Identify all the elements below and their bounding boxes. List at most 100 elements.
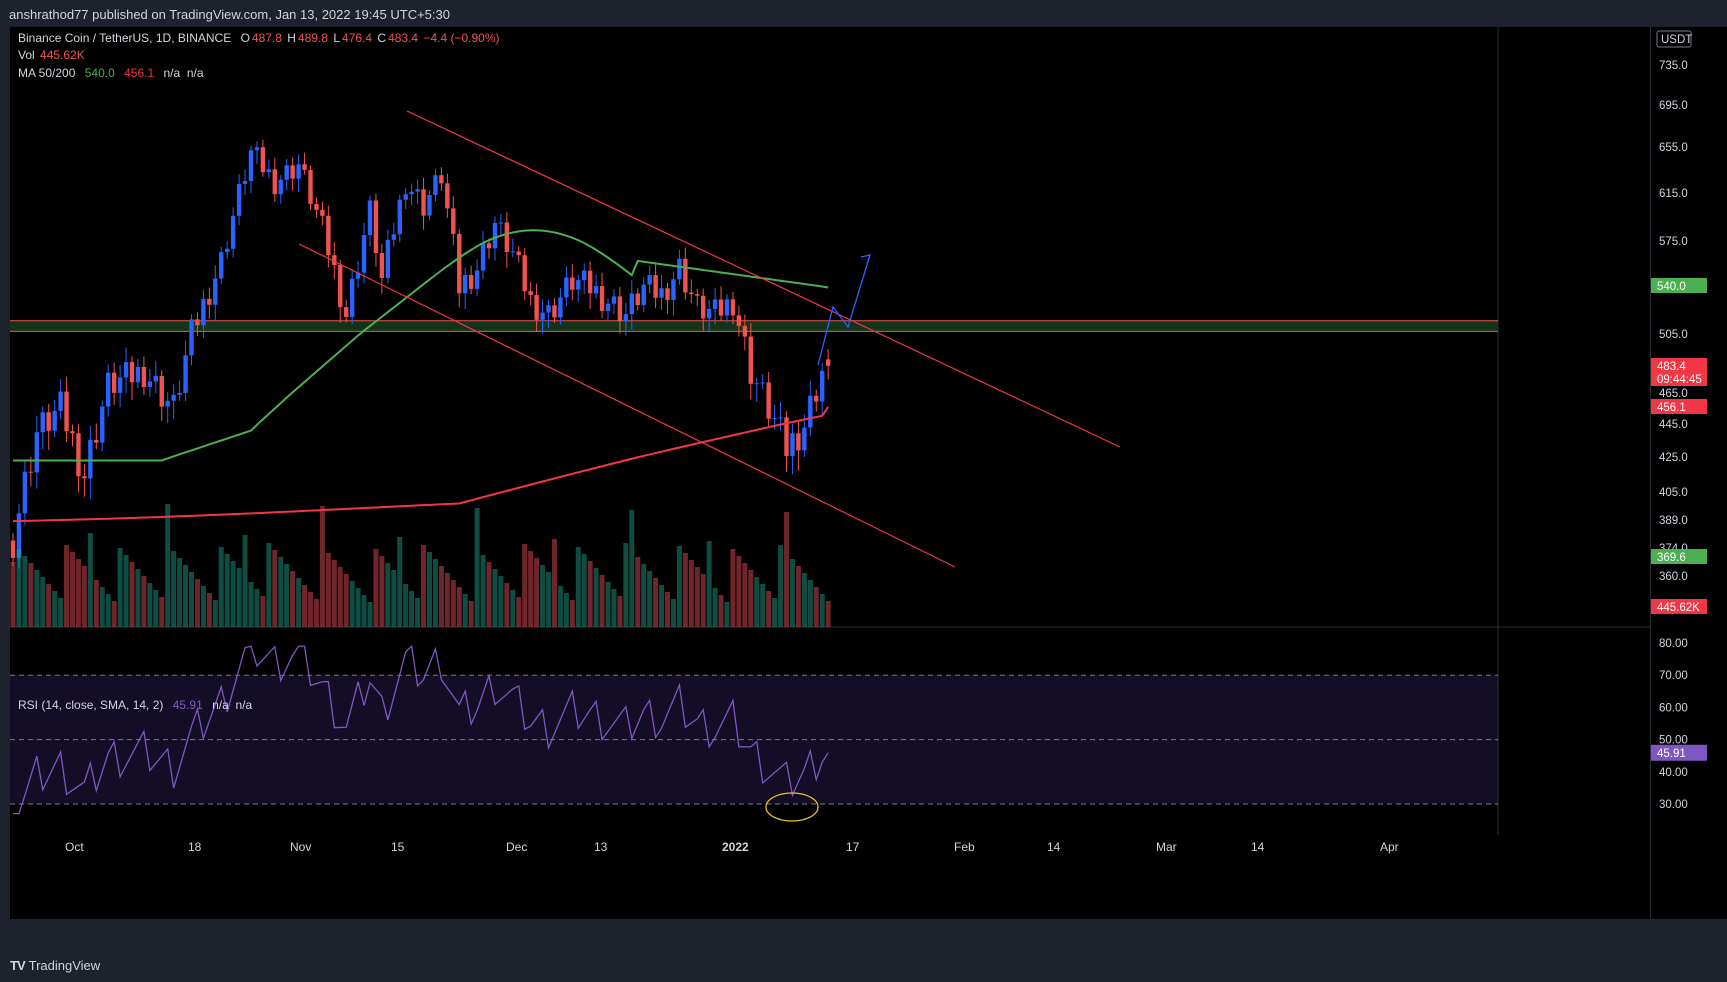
price-tick-label: 445.0 (1659, 419, 1688, 431)
candle-body (498, 222, 504, 224)
volume-label[interactable]: Vol (18, 48, 35, 62)
volume-bar (682, 553, 688, 627)
volume-bar (760, 584, 766, 627)
ma50-badge-bg (1651, 278, 1707, 293)
footer-bar: TV TradingView (0, 950, 1727, 982)
price-axis-canvas[interactable]: 775.0 735.0 695.0 655.0 615.0 575.0 505.0 465.0… (1651, 17, 1727, 919)
volume-bar (147, 583, 153, 627)
candle-body (129, 362, 135, 383)
rsi-oversold-highlight (765, 792, 819, 822)
volume-bar (498, 576, 504, 627)
candle-body (778, 417, 783, 419)
candle-body (825, 359, 831, 366)
time-axis-label: 17 (846, 840, 860, 854)
volume-badge-red-bg (1651, 599, 1707, 614)
candle-body (147, 381, 153, 388)
rsi-label[interactable]: RSI (14, close, SMA, 14, 2) (18, 698, 164, 712)
volume-bar (736, 556, 742, 627)
candle-body (230, 215, 236, 249)
candle-body (219, 252, 224, 279)
volume-value: 445.62K (40, 48, 85, 62)
ma-label[interactable]: MA 50/200 (18, 66, 76, 80)
candle-body (516, 251, 521, 256)
tv-logo-icon: TV (10, 958, 26, 973)
candle-body (373, 200, 379, 254)
candle-body (28, 471, 34, 473)
volume-bar (742, 563, 748, 627)
volume-bar (409, 591, 415, 627)
candle-body (58, 391, 63, 411)
volume-bar (224, 554, 230, 627)
volume-bar (367, 602, 373, 627)
candle-body (213, 278, 218, 305)
candle-body (671, 279, 676, 300)
volume-bar (629, 510, 635, 627)
candle-body (564, 277, 569, 298)
candle-body (582, 270, 587, 281)
volume-bar (605, 582, 611, 627)
candle-body (808, 395, 813, 428)
candle-body (796, 433, 801, 451)
volume-bar (456, 587, 462, 627)
volume-bar (218, 547, 224, 627)
candle-body (802, 427, 807, 451)
candle-body (409, 191, 414, 195)
volume-bar (748, 570, 754, 627)
time-axis-label: 14 (1251, 840, 1265, 854)
tv-brand-text: TradingView (28, 958, 101, 973)
candle-body (254, 147, 260, 151)
chart-canvas[interactable]: Oct 18 Nov 15 Dec 13 2022 17 Feb 14 Mar 14 Apr (10, 27, 1650, 919)
volume-bar (254, 589, 260, 627)
volume-bar (653, 578, 659, 627)
volume-bar (64, 545, 70, 627)
tradingview-logo[interactable]: TV TradingView (10, 958, 100, 973)
price-tick-label: 575.0 (1659, 236, 1688, 248)
volume-bar (676, 546, 682, 627)
symbol-name[interactable]: Binance Coin / TetherUS, 1D, BINANCE (18, 31, 232, 45)
volume-bar (819, 594, 825, 627)
candle-body (790, 433, 795, 457)
candle-body (766, 382, 771, 419)
candle-body (772, 418, 777, 420)
volume-bar (534, 558, 540, 627)
volume-bar (153, 590, 159, 627)
candle-body (457, 233, 462, 294)
candle-body (736, 315, 742, 326)
volume-bar (415, 598, 421, 627)
volume-bar (700, 574, 706, 627)
candle-body (225, 248, 230, 253)
change-value: −4.4 (−0.90%) (423, 31, 500, 45)
currency-badge (1656, 30, 1692, 48)
volume-bar (730, 549, 736, 627)
candle-body (534, 294, 539, 320)
candle-body (546, 305, 551, 313)
candle-body (706, 308, 712, 319)
candle-body (260, 147, 266, 173)
candle-body (141, 366, 147, 388)
volume-bar (296, 578, 302, 627)
volume-bar (272, 550, 278, 627)
volume-bar (474, 508, 480, 627)
price-tick-label: 615.0 (1659, 188, 1688, 200)
volume-bar (694, 567, 700, 627)
price-axis[interactable]: 775.0 735.0 695.0 655.0 615.0 575.0 505.0 465.0… (1650, 17, 1727, 919)
volume-bar (230, 561, 236, 627)
volume-bar (480, 555, 486, 627)
volume-bar (87, 533, 93, 627)
candle-body (16, 513, 22, 558)
volume-bar (337, 567, 343, 627)
candle-body (302, 164, 307, 170)
candle-body (653, 275, 658, 298)
volume-bar (58, 598, 64, 627)
volume-bar (70, 552, 75, 627)
time-axis-label: Nov (290, 840, 311, 854)
time-axis-label: 13 (594, 840, 608, 854)
volume-bar (99, 587, 105, 627)
candle-body (70, 431, 75, 434)
candle-body (635, 293, 640, 306)
chart-area[interactable]: Oct 18 Nov 15 Dec 13 2022 17 Feb 14 Mar 14 Apr (10, 27, 1650, 919)
volume-bar (444, 573, 450, 627)
candle-body (10, 540, 16, 558)
volume-bar (165, 504, 171, 627)
volume-bar (331, 560, 337, 627)
